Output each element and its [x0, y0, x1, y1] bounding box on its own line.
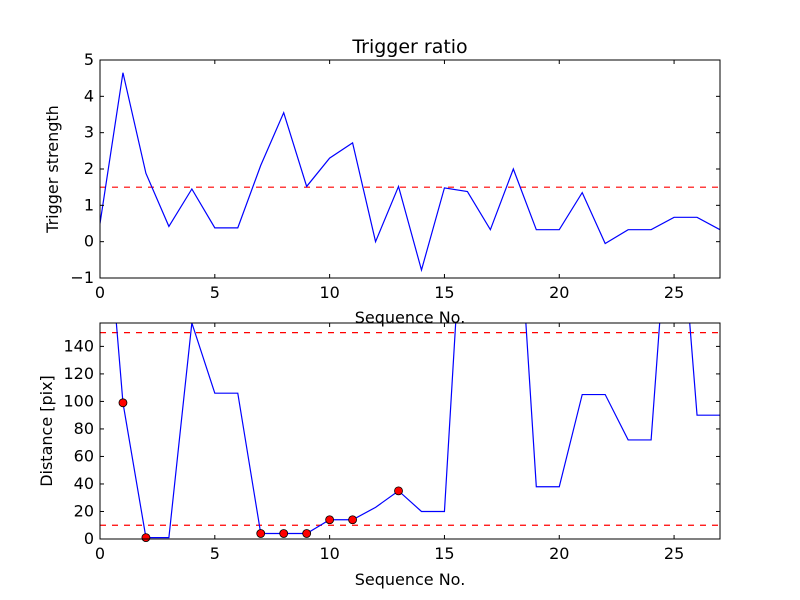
y-tick-label: 20 [74, 501, 94, 520]
data-point-marker [118, 398, 128, 408]
y-tick-label: 4 [84, 86, 94, 105]
y-tick-label: 120 [63, 364, 94, 383]
series-line [115, 323, 720, 539]
x-tick-label: 0 [95, 283, 105, 302]
x-tick-label: 5 [210, 544, 220, 563]
y-axis-label: Trigger strength [43, 105, 62, 234]
y-tick-label: 100 [63, 391, 94, 410]
plot-area [100, 72, 720, 273]
x-tick-label: 25 [664, 544, 684, 563]
x-tick-label: 10 [319, 544, 339, 563]
data-point-marker [394, 486, 403, 496]
x-tick-label: 15 [434, 283, 454, 302]
y-tick-label: 0 [84, 232, 94, 251]
x-tick-label: 10 [319, 283, 339, 302]
series-line [100, 72, 720, 273]
y-tick-label: 1 [84, 195, 94, 214]
x-tick-label: 25 [664, 283, 684, 302]
y-tick-label: 2 [84, 159, 94, 178]
y-tick-label: 40 [74, 474, 94, 493]
data-point-marker [325, 515, 335, 525]
y-tick-label: 0 [84, 529, 94, 548]
trigger-ratio-chart: Trigger ratio Trigger strength Sequence … [43, 36, 721, 327]
data-point-marker [141, 533, 151, 543]
y-tick-label: 3 [84, 123, 94, 142]
plot-frame [99, 59, 721, 279]
x-tick-label: 20 [549, 283, 569, 302]
y-tick-label: −1 [70, 268, 94, 287]
data-point-marker [279, 529, 289, 538]
x-tick-label: 15 [434, 544, 454, 563]
chart-title: Trigger ratio [351, 36, 467, 58]
data-point-marker [348, 515, 357, 525]
y-tick-label: 60 [74, 446, 94, 465]
x-axis-label: Sequence No. [355, 308, 466, 327]
y-tick-label: 80 [74, 419, 94, 438]
x-tick-label: 0 [95, 544, 105, 563]
y-axis-label: Distance [pix] [37, 375, 56, 487]
y-tick-label: 5 [84, 50, 94, 69]
data-point-marker [256, 529, 266, 538]
x-axis-label: Sequence No. [355, 570, 466, 589]
y-tick-label: 140 [63, 336, 94, 355]
x-tick-label: 20 [549, 544, 569, 563]
plot-frame [99, 322, 721, 540]
plot-area [100, 323, 720, 539]
data-point-marker [302, 529, 312, 538]
x-tick-label: 5 [210, 283, 220, 302]
distance-chart: Distance [pix] Sequence No. 0 5 10 15 20 25 0 2… [37, 322, 721, 589]
